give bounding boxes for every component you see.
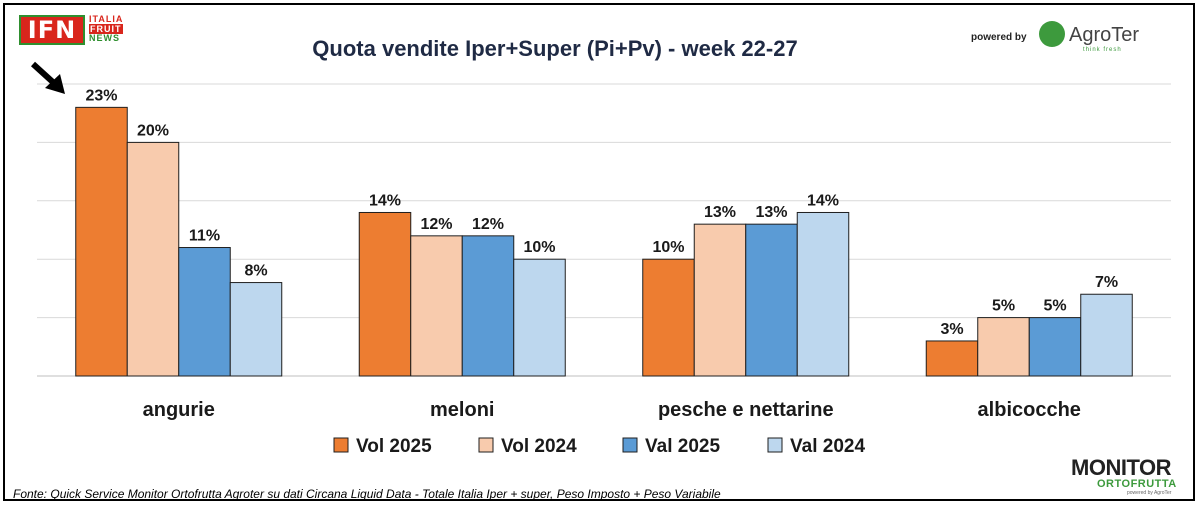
data-label: 20% bbox=[137, 122, 169, 139]
agroter-tagline: think fresh bbox=[1083, 47, 1122, 53]
arrow-head bbox=[45, 74, 65, 94]
data-label: 10% bbox=[523, 239, 555, 256]
bar bbox=[1028, 317, 1082, 377]
data-label: 13% bbox=[755, 204, 787, 221]
bar bbox=[925, 340, 979, 377]
bars-group bbox=[75, 106, 1133, 377]
ifn-word-fruit: FRUIT bbox=[89, 23, 123, 34]
legend-label: Vol 2024 bbox=[501, 436, 577, 457]
bar bbox=[693, 223, 747, 377]
bar bbox=[75, 106, 128, 377]
legend-swatch bbox=[478, 437, 494, 453]
monitor-powered-by: powered by AgroTer bbox=[1127, 490, 1172, 496]
agroter-tree-icon bbox=[1039, 21, 1065, 47]
ifn-word-italia: ITALIA bbox=[89, 14, 124, 24]
data-label: 3% bbox=[940, 321, 963, 338]
chart-title: Quota vendite Iper+Super (Pi+Pv) - week … bbox=[312, 36, 797, 61]
data-label: 10% bbox=[652, 239, 684, 256]
data-label: 13% bbox=[704, 204, 736, 221]
ortofrutta-word: ORTOFRUTTA bbox=[1097, 478, 1177, 490]
data-label: 5% bbox=[992, 298, 1015, 315]
bar bbox=[642, 258, 695, 377]
legend-label: Vol 2025 bbox=[356, 436, 432, 457]
category-label: pesche e nettarine bbox=[658, 399, 834, 421]
data-label: 23% bbox=[85, 87, 117, 104]
legend-swatch bbox=[622, 437, 638, 453]
monitor-word: MONITOR bbox=[1071, 455, 1171, 480]
bar bbox=[513, 258, 566, 377]
monitor-ortofrutta-logo: MONITOR ORTOFRUTTA powered by AgroTer bbox=[1071, 455, 1177, 497]
bar bbox=[1080, 293, 1133, 377]
legend-label: Val 2024 bbox=[790, 436, 865, 457]
category-label: meloni bbox=[430, 399, 494, 421]
arrow-shaft bbox=[30, 61, 58, 87]
category-label: angurie bbox=[143, 399, 215, 421]
legend-label: Val 2025 bbox=[645, 436, 720, 457]
bar bbox=[461, 235, 515, 377]
ifn-word-news: NEWS bbox=[89, 33, 120, 43]
legend: Vol 2025 Vol 2024 Val 2025 Val 2024 bbox=[333, 436, 865, 457]
bar bbox=[745, 223, 798, 377]
data-label: 12% bbox=[420, 216, 452, 233]
data-label: 5% bbox=[1043, 298, 1066, 315]
arrow-annotation bbox=[30, 61, 65, 94]
data-label: 14% bbox=[369, 192, 401, 209]
data-label: 12% bbox=[472, 216, 504, 233]
chart-frame: IFN ITALIA FRUIT NEWS powered by AgroTer… bbox=[3, 3, 1195, 501]
bar bbox=[358, 211, 412, 377]
chart-svg: Quota vendite Iper+Super (Pi+Pv) - week … bbox=[30, 36, 1171, 457]
source-note: Fonte: Quick Service Monitor Ortofrutta … bbox=[13, 487, 721, 501]
legend-swatch bbox=[767, 437, 783, 453]
bar bbox=[229, 282, 283, 377]
bar bbox=[178, 247, 231, 377]
ifn-logo-mark: IFN bbox=[19, 15, 85, 45]
category-labels-group: angurie meloni pesche e nettarine albicocch… bbox=[143, 399, 1081, 421]
bar bbox=[796, 211, 850, 377]
category-label: albicocche bbox=[978, 399, 1081, 421]
data-label: 8% bbox=[244, 263, 267, 280]
data-labels-group: 23% 20% 11% 8% 14% 12% 12% 10% 10% 13% 13% 14% 3% 5% 5… bbox=[85, 87, 1118, 338]
legend-swatch bbox=[333, 437, 349, 453]
bar bbox=[126, 141, 180, 377]
data-label: 11% bbox=[189, 228, 220, 245]
bar bbox=[977, 317, 1030, 377]
agroter-name: AgroTer bbox=[1069, 24, 1140, 46]
bar bbox=[410, 235, 463, 377]
ifn-logo-words: ITALIA FRUIT NEWS bbox=[89, 14, 124, 44]
data-label: 14% bbox=[807, 192, 839, 209]
data-label: 7% bbox=[1095, 274, 1118, 291]
powered-by-label: powered by bbox=[971, 32, 1027, 43]
